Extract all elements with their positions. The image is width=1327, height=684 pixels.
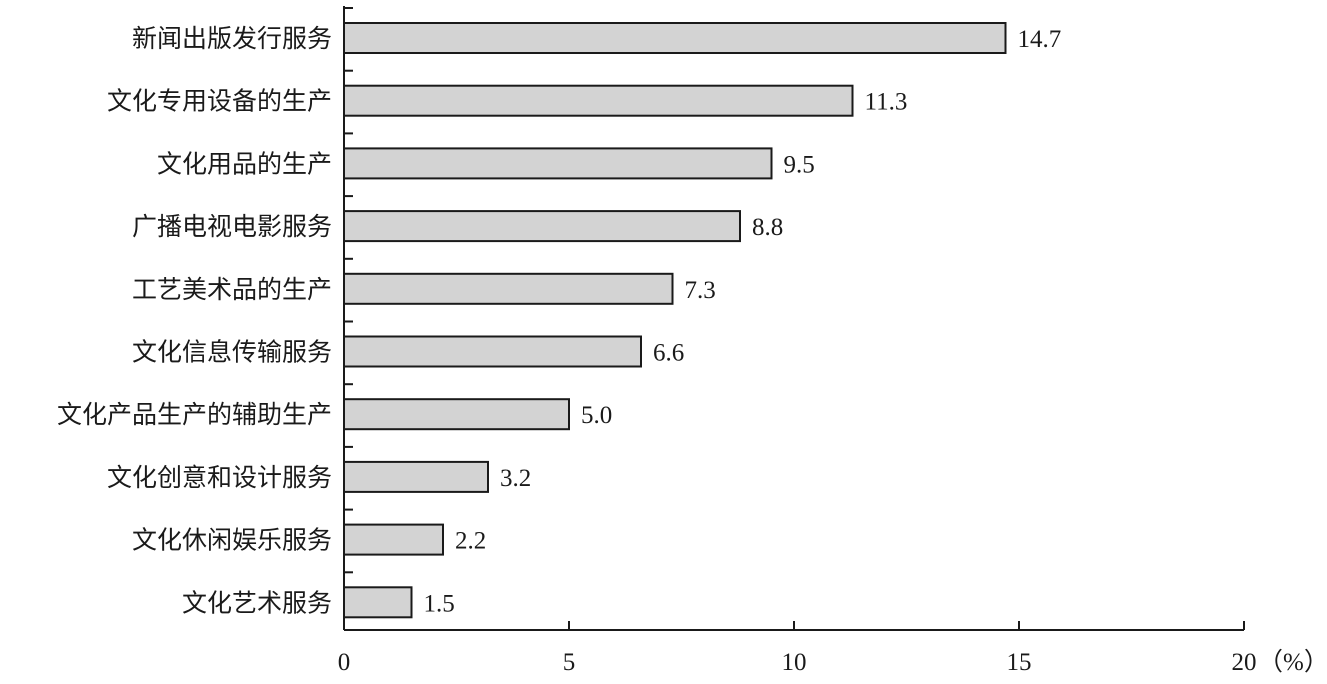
category-label: 文化休闲娱乐服务: [132, 526, 332, 555]
category-label: 文化艺术服务: [182, 588, 332, 617]
category-label: 文化信息传输服务: [132, 338, 332, 367]
x-axis-unit-label: （%）: [1258, 648, 1327, 676]
value-label: 6.6: [653, 340, 684, 367]
category-label: 新闻出版发行服务: [132, 24, 332, 53]
category-label: 文化创意和设计服务: [107, 463, 332, 492]
bars-group: [343, 22, 1007, 619]
value-label: 3.2: [500, 465, 531, 492]
bar: [343, 586, 413, 619]
value-label: 7.3: [685, 277, 716, 304]
x-tick-label: 5: [563, 649, 576, 676]
category-label: 文化产品生产的辅助生产: [57, 400, 332, 429]
bar: [343, 147, 773, 180]
value-label: 1.5: [424, 590, 455, 617]
value-label: 9.5: [784, 151, 815, 178]
category-labels-group: 新闻出版发行服务文化专用设备的生产文化用品的生产广播电视电影服务工艺美术品的生产…: [57, 24, 332, 617]
category-label: 文化用品的生产: [157, 149, 332, 178]
bar: [343, 523, 444, 556]
x-tick-label: 0: [338, 649, 351, 676]
bar: [343, 460, 489, 493]
value-label: 2.2: [455, 528, 486, 555]
ticks-group: 0 5 10 15 20: [338, 621, 1257, 676]
category-label: 广播电视电影服务: [132, 212, 332, 241]
bar: [343, 22, 1007, 54]
value-labels-group: 14.7 11.3 9.5 8.8 7.3 6.6 5.0 3.2 2.2 1.5: [424, 26, 1062, 617]
bar: [343, 398, 570, 431]
bar: [343, 335, 642, 368]
category-label: 文化专用设备的生产: [107, 87, 332, 116]
x-tick-label: 10: [782, 649, 807, 676]
bar: [343, 210, 741, 243]
value-label: 8.8: [752, 214, 783, 241]
bar: [343, 84, 854, 117]
value-label: 11.3: [865, 89, 908, 116]
bar: [343, 272, 674, 305]
value-label: 5.0: [581, 402, 612, 429]
category-label: 工艺美术品的生产: [132, 275, 332, 304]
x-tick-label: 15: [1007, 649, 1032, 676]
x-tick-label: 20: [1232, 649, 1257, 676]
value-label: 14.7: [1018, 26, 1062, 53]
